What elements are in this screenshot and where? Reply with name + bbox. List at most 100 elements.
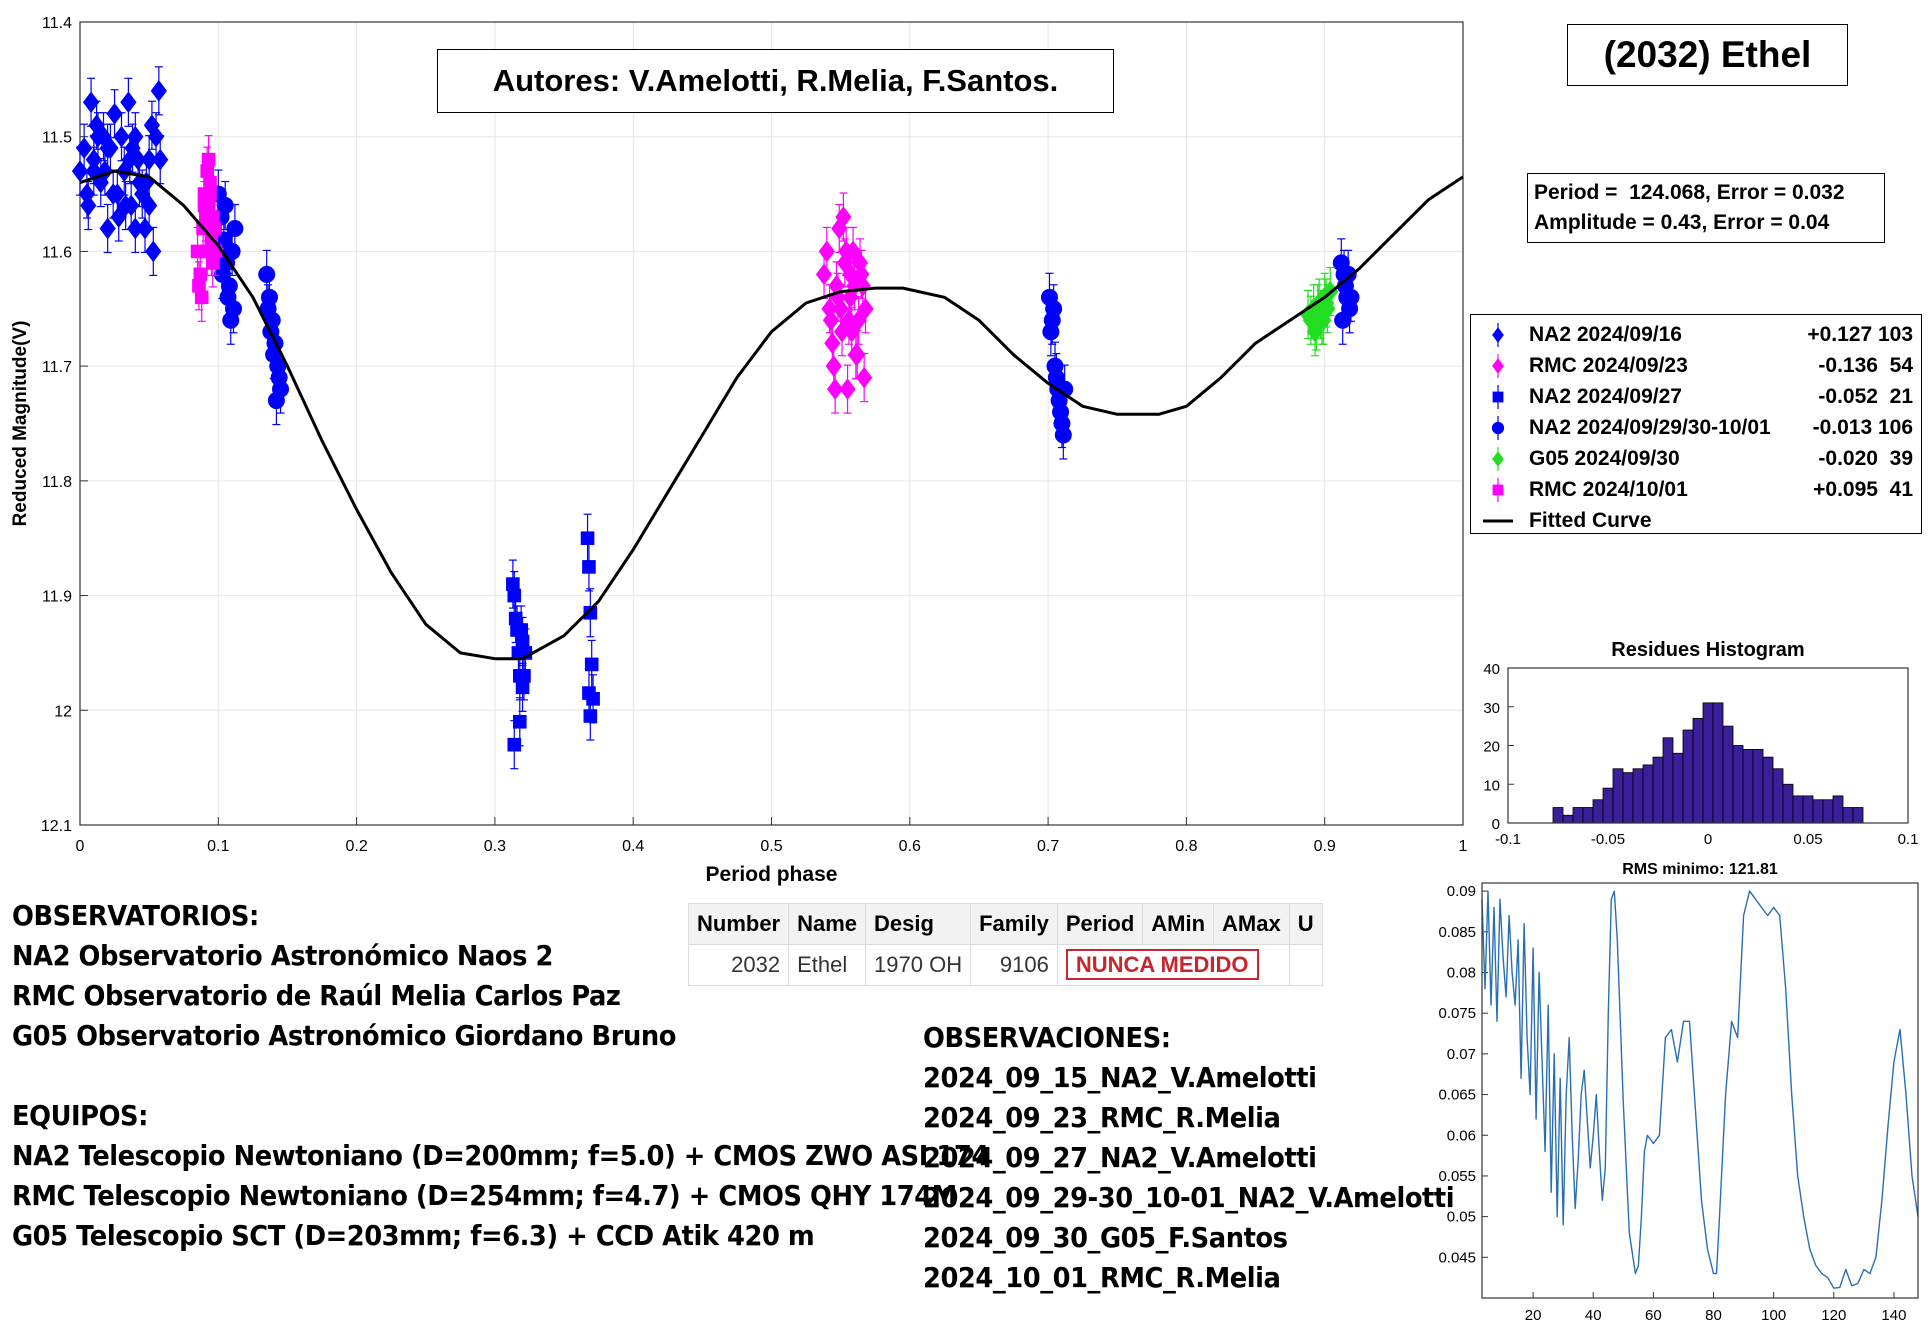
histogram-bar <box>1772 768 1784 824</box>
legend-symbol <box>1492 354 1504 378</box>
data-point <box>515 634 530 649</box>
data-point <box>849 343 866 366</box>
data-point <box>205 210 220 224</box>
data-point <box>270 369 288 387</box>
histogram-bar <box>1662 737 1674 824</box>
x-tick-label: 0.6 <box>899 838 921 855</box>
x-tick-label: 0.1 <box>207 838 229 855</box>
data-point <box>225 300 243 318</box>
hist-x-tick-label: -0.05 <box>1591 831 1625 848</box>
data-point <box>76 137 93 160</box>
legend-label: NA2 2024/09/27 <box>1529 385 1682 408</box>
rms-x-tick-label: 80 <box>1705 1307 1722 1324</box>
data-point <box>200 164 215 178</box>
histogram-bar <box>1702 702 1714 824</box>
x-tick-label: 1 <box>1459 838 1468 855</box>
legend-marker-icon <box>1492 391 1504 403</box>
histogram-bar <box>1692 717 1704 824</box>
histogram-bar <box>1642 764 1654 824</box>
data-point <box>815 263 833 286</box>
never-measured-badge: NUNCA MEDIDO <box>1065 949 1259 980</box>
legend-label: G05 2024/09/30 <box>1529 447 1680 470</box>
series-rmc-2024-09-23 <box>815 192 874 414</box>
data-point <box>839 378 856 400</box>
legend-item: RMC 2024/09/23 -0.136 54 <box>1471 350 1921 381</box>
rms-frame <box>1481 882 1919 1299</box>
table-row: 2032 Ethel 1970 OH 9106 NUNCA MEDIDO <box>687 944 1323 986</box>
legend-item: RMC 2024/10/01 +0.095 41 <box>1471 474 1921 505</box>
data-point <box>120 91 137 114</box>
hist-y-tick-label: 30 <box>1483 700 1500 717</box>
y-tick-label: 12 <box>54 703 72 720</box>
equipo-line: NA2 Telescopio Newtoniano (D=200mm; f=5.… <box>12 1139 989 1172</box>
observacion-line: 2024_09_15_NA2_V.Amelotti <box>923 1061 1317 1094</box>
legend-item: Fitted Curve <box>1471 505 1921 536</box>
cell-u <box>1288 944 1323 986</box>
rms-y-tick-label: 0.065 <box>1438 1087 1476 1104</box>
data-point <box>582 560 596 574</box>
data-point <box>105 183 122 205</box>
data-point <box>856 366 873 389</box>
histogram-bar <box>1612 768 1624 824</box>
data-point <box>226 219 244 237</box>
data-point <box>197 198 212 213</box>
observacion-line: 2024_09_29-30_10-01_NA2_V.Amelotti <box>923 1181 1455 1214</box>
data-point <box>508 611 523 626</box>
legend-symbol <box>1492 385 1504 409</box>
x-tick-label: 0.7 <box>1037 838 1059 855</box>
hist-y-tick-label: 10 <box>1483 777 1500 794</box>
table-header: Number <box>687 903 790 945</box>
data-point <box>267 392 285 410</box>
rms-y-tick-label: 0.05 <box>1447 1209 1476 1226</box>
observatorio-line: NA2 Observatorio Astronómico Naos 2 <box>12 939 554 972</box>
series-na2-2024-09-27 <box>506 513 600 770</box>
x-tick-label: 0.2 <box>345 838 367 855</box>
legend-value: +0.127 103 <box>1807 323 1913 346</box>
y-tick-label: 11.5 <box>42 130 72 147</box>
data-point <box>150 79 167 102</box>
data-point <box>141 194 158 217</box>
hist-x-tick-label: 0 <box>1704 831 1712 848</box>
rms-y-tick-label: 0.07 <box>1447 1046 1476 1063</box>
table-header: Family <box>970 903 1058 945</box>
observatorios-block: OBSERVATORIOS: NA2 Observatorio Astronóm… <box>12 896 989 1256</box>
data-point <box>121 148 138 171</box>
histogram-bar <box>1722 725 1734 824</box>
data-point <box>117 194 134 217</box>
legend-label: RMC 2024/09/23 <box>1529 354 1688 377</box>
data-point <box>822 309 840 332</box>
histogram-bar <box>1832 795 1844 824</box>
histogram-bar <box>1752 748 1764 824</box>
hist-x-tick-label: 0.05 <box>1793 831 1822 848</box>
table-header: Desig <box>865 903 972 945</box>
observatorios-heading: OBSERVATORIOS: <box>12 899 259 932</box>
rms-x-tick-label: 140 <box>1881 1307 1906 1324</box>
histogram-bar <box>1762 756 1774 824</box>
x-tick-label: 0.9 <box>1314 838 1336 855</box>
amplitude-line: Amplitude = 0.43, Error = 0.04 <box>1534 211 1830 234</box>
data-point <box>582 686 596 700</box>
histogram-bar <box>1732 745 1744 824</box>
data-point <box>507 737 522 752</box>
data-point <box>843 320 860 343</box>
data-point <box>113 125 130 148</box>
observatorio-line: G05 Observatorio Astronómico Giordano Br… <box>12 1019 676 1052</box>
legend-marker-icon <box>1492 484 1504 496</box>
data-point <box>1053 415 1071 432</box>
data-point <box>78 183 96 205</box>
histogram-bar <box>1602 787 1614 824</box>
data-point <box>824 332 841 355</box>
rms-y-tick-label: 0.075 <box>1438 1005 1476 1022</box>
cell-name: Ethel <box>788 944 867 986</box>
legend-value: -0.136 54 <box>1818 354 1913 377</box>
period-line: Period = 124.068, Error = 0.032 <box>1534 181 1845 204</box>
histogram-bar <box>1572 807 1584 824</box>
data-point <box>106 102 123 125</box>
data-point <box>223 242 241 260</box>
data-point <box>1315 309 1332 332</box>
data-point <box>851 252 869 274</box>
data-point <box>127 217 144 240</box>
plot-frame <box>79 21 1464 826</box>
histogram-bar <box>1822 799 1834 824</box>
authors-text: Autores: V.Amelotti, R.Melia, F.Santos. <box>492 63 1059 98</box>
